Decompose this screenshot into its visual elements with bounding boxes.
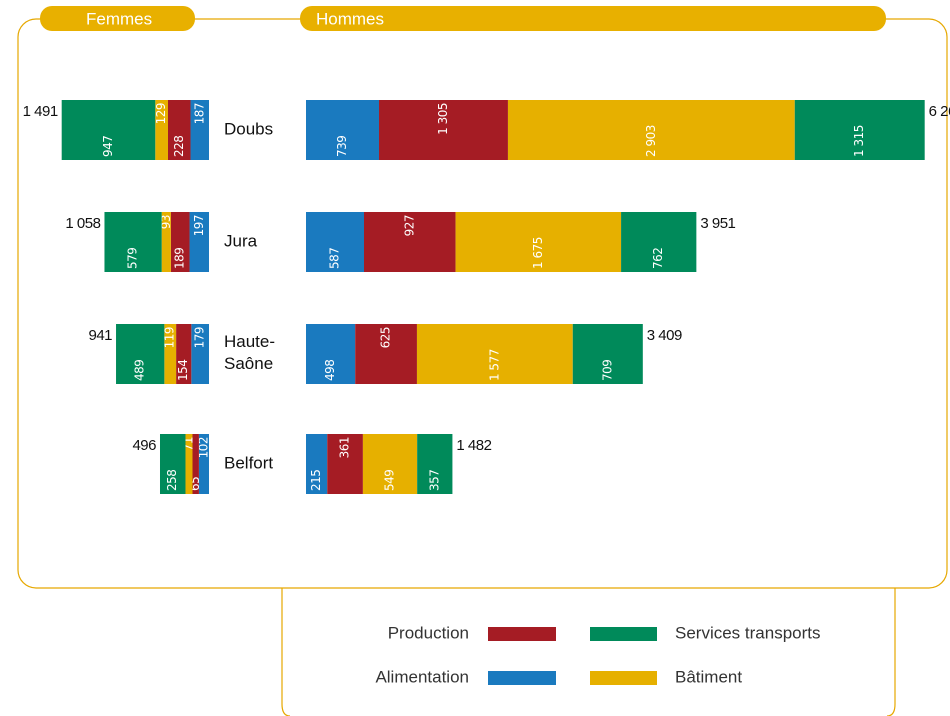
total-label: 3 951 bbox=[700, 215, 735, 232]
value-label: 1 675 bbox=[531, 237, 545, 269]
value-label: 1 577 bbox=[487, 349, 501, 381]
bar-segment bbox=[190, 100, 209, 160]
value-label: 197 bbox=[192, 215, 206, 236]
bar-segment bbox=[362, 434, 418, 494]
bar-segment bbox=[159, 434, 186, 494]
value-label: 579 bbox=[126, 248, 140, 269]
bar-segment bbox=[167, 100, 191, 160]
total-label: 941 bbox=[88, 327, 112, 344]
bar-segment bbox=[155, 100, 168, 160]
total-label: 1 491 bbox=[23, 103, 58, 120]
value-label: 154 bbox=[176, 360, 190, 381]
bar-segment bbox=[306, 100, 380, 160]
bar-segment bbox=[164, 324, 177, 384]
legend-label: Bâtiment bbox=[675, 667, 742, 686]
bar-segment bbox=[192, 434, 199, 494]
legend-swatch bbox=[590, 627, 657, 641]
panel-title: Femmes bbox=[86, 9, 152, 28]
value-label: 228 bbox=[172, 136, 186, 157]
category-label: Belfort bbox=[224, 453, 273, 472]
bar-segment bbox=[794, 100, 925, 160]
bar-segment bbox=[61, 100, 156, 160]
bar-segment bbox=[176, 324, 192, 384]
value-label: 1 305 bbox=[436, 103, 450, 135]
value-label: 947 bbox=[101, 136, 115, 157]
value-label: 489 bbox=[133, 360, 147, 381]
category-label-part: Saône bbox=[224, 354, 273, 373]
bar-segment bbox=[189, 212, 209, 272]
value-label: 927 bbox=[402, 215, 416, 236]
category-label: Doubs bbox=[224, 119, 273, 138]
legend-frame bbox=[281, 588, 896, 716]
bar-segment bbox=[306, 434, 328, 494]
value-label: 179 bbox=[193, 327, 207, 348]
total-label: 3 409 bbox=[647, 327, 682, 344]
total-label: 6 262 bbox=[929, 103, 950, 120]
value-label: 129 bbox=[154, 103, 168, 124]
category-label-part: Haute- bbox=[224, 332, 275, 351]
bar-segment bbox=[161, 212, 171, 272]
legend-label: Production bbox=[388, 623, 469, 642]
value-label: 258 bbox=[165, 470, 179, 491]
bar-segment bbox=[507, 100, 795, 160]
legend-swatch bbox=[590, 671, 657, 685]
bar-segment bbox=[455, 212, 622, 272]
legend-swatch bbox=[488, 627, 556, 641]
value-label: 2 903 bbox=[644, 125, 658, 157]
value-label: 187 bbox=[192, 103, 206, 124]
bar-segment bbox=[191, 324, 209, 384]
bar-segment bbox=[306, 324, 356, 384]
value-label: 762 bbox=[651, 248, 665, 269]
bar-segment bbox=[572, 324, 643, 384]
total-label: 1 058 bbox=[65, 215, 100, 232]
value-label: 549 bbox=[383, 470, 397, 491]
value-label: 587 bbox=[327, 248, 341, 269]
bar-segment bbox=[170, 212, 190, 272]
bar-segment bbox=[306, 212, 364, 272]
bar-segment bbox=[104, 212, 162, 272]
value-label: 498 bbox=[323, 360, 337, 381]
value-label: 625 bbox=[379, 327, 393, 348]
legend-label: Services transports bbox=[675, 623, 821, 642]
bar-segment bbox=[621, 212, 697, 272]
panel-title: Hommes bbox=[316, 9, 384, 28]
bar-segment bbox=[116, 324, 165, 384]
bar-segment bbox=[379, 100, 508, 160]
value-label: 709 bbox=[600, 360, 614, 381]
value-label: 357 bbox=[427, 470, 441, 491]
bar-segment bbox=[198, 434, 209, 494]
value-label: 739 bbox=[335, 136, 349, 157]
category-label: Jura bbox=[224, 231, 258, 250]
bar-segment bbox=[355, 324, 417, 384]
legend-swatch bbox=[488, 671, 556, 685]
bar-segment bbox=[185, 434, 193, 494]
value-label: 189 bbox=[173, 248, 187, 269]
bar-segment bbox=[327, 434, 363, 494]
total-label: 496 bbox=[132, 437, 156, 454]
value-label: 1 315 bbox=[852, 125, 866, 157]
bar-segment bbox=[363, 212, 456, 272]
category-label: Haute- Saône bbox=[224, 332, 275, 373]
bar-segment bbox=[417, 434, 453, 494]
value-label: 215 bbox=[309, 470, 323, 491]
legend-label: Alimentation bbox=[375, 667, 469, 686]
value-label: 93 bbox=[159, 215, 173, 229]
value-label: 119 bbox=[163, 327, 177, 348]
total-label: 1 482 bbox=[456, 437, 491, 454]
bar-segment bbox=[416, 324, 573, 384]
tab bbox=[40, 6, 195, 31]
value-label: 102 bbox=[196, 437, 210, 458]
tab bbox=[300, 6, 886, 31]
value-label: 361 bbox=[338, 437, 352, 458]
